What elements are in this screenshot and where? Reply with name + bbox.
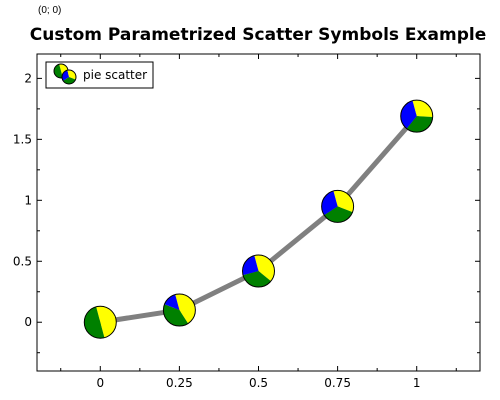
coordinate-readout: (0; 0) [38, 5, 62, 16]
axes: 0 0.25 0.5 0.75 1 0 0.5 1 1.5 2 [13, 54, 480, 390]
chart-title: Custom Parametrized Scatter Symbols Exam… [30, 25, 486, 45]
pie-slice [175, 294, 196, 324]
legend-pie-part [61, 69, 77, 85]
marker-group [83, 99, 434, 339]
pie-outline [162, 293, 196, 327]
x-tick-label: 0.75 [324, 376, 351, 390]
pie-slice [54, 64, 63, 78]
scatter-point-pie [242, 254, 275, 288]
pie-slice [333, 190, 354, 213]
x-tick-label: 0 [96, 376, 104, 390]
legend-pie-icon [53, 63, 77, 85]
x-tick-label: 0.25 [166, 376, 193, 390]
y-tick-label: 2 [24, 71, 32, 85]
pie-slice [96, 306, 117, 338]
y-tick-label: 0 [24, 315, 32, 329]
scatter-point-pie [400, 99, 434, 133]
pie-slice [243, 271, 271, 288]
series-line-group [97, 113, 420, 325]
pie-slice [84, 306, 105, 339]
x-tick-label: 1 [413, 376, 421, 390]
pie-outline [83, 305, 117, 339]
pie-slice [412, 100, 433, 118]
pie-slice [63, 77, 76, 85]
pie-slice [321, 190, 338, 216]
pie-outline [242, 254, 275, 288]
pie-slice [324, 206, 353, 223]
y-tick-label: 0.5 [13, 254, 32, 268]
pie-slice [400, 100, 417, 129]
pie-slice [254, 255, 275, 282]
pie-outline [400, 99, 434, 133]
y-tick-label: 1.5 [13, 132, 32, 146]
series-line [97, 113, 420, 325]
pie-slice [163, 304, 189, 327]
legend: pie scatter [45, 61, 154, 89]
scatter-point-pie [162, 293, 196, 327]
pie-slice [164, 294, 180, 311]
scatter-point-pie [83, 305, 117, 339]
pie-slice [406, 116, 433, 133]
scatter-point-pie [321, 189, 355, 223]
pie-outline [61, 69, 77, 85]
legend-label-pie-scatter: pie scatter [83, 68, 147, 82]
x-tick-label: 0.5 [249, 376, 268, 390]
pie-outline [321, 189, 355, 223]
y-tick-label: 1 [24, 193, 32, 207]
